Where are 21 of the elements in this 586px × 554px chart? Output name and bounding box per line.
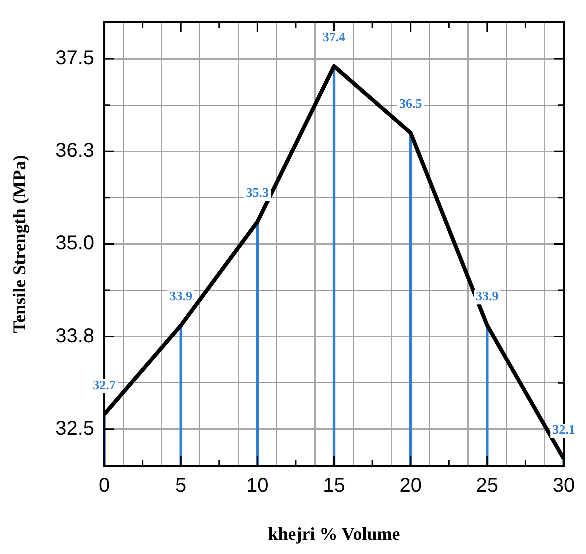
y-tick-label: 35.0 xyxy=(56,232,95,255)
y-tick-label: 32.5 xyxy=(56,418,95,440)
data-label: 32.7 xyxy=(93,377,116,392)
y-tick-label: 33.8 xyxy=(56,325,95,348)
y-axis-title: Tensile Strength (MPa) xyxy=(9,155,30,334)
data-label: 36.5 xyxy=(399,96,423,111)
x-tick-label: 20 xyxy=(400,474,422,497)
y-tick-label: 36.3 xyxy=(56,140,95,162)
x-axis-title: khejri % Volume xyxy=(268,524,400,544)
data-label: 37.4 xyxy=(322,29,346,44)
x-tick-label: 30 xyxy=(552,474,576,497)
data-label: 33.9 xyxy=(170,288,193,304)
data-label: 35.3 xyxy=(246,184,270,200)
x-tick-label: 10 xyxy=(246,474,269,497)
x-tick-label: 5 xyxy=(176,474,187,497)
data-label: 32.1 xyxy=(552,422,576,437)
x-tick-label: 15 xyxy=(323,474,346,497)
x-tick-label: 25 xyxy=(476,474,499,497)
y-tick-label: 37.5 xyxy=(56,48,95,70)
data-label: 33.9 xyxy=(476,288,500,304)
x-tick-label: 0 xyxy=(98,474,110,497)
